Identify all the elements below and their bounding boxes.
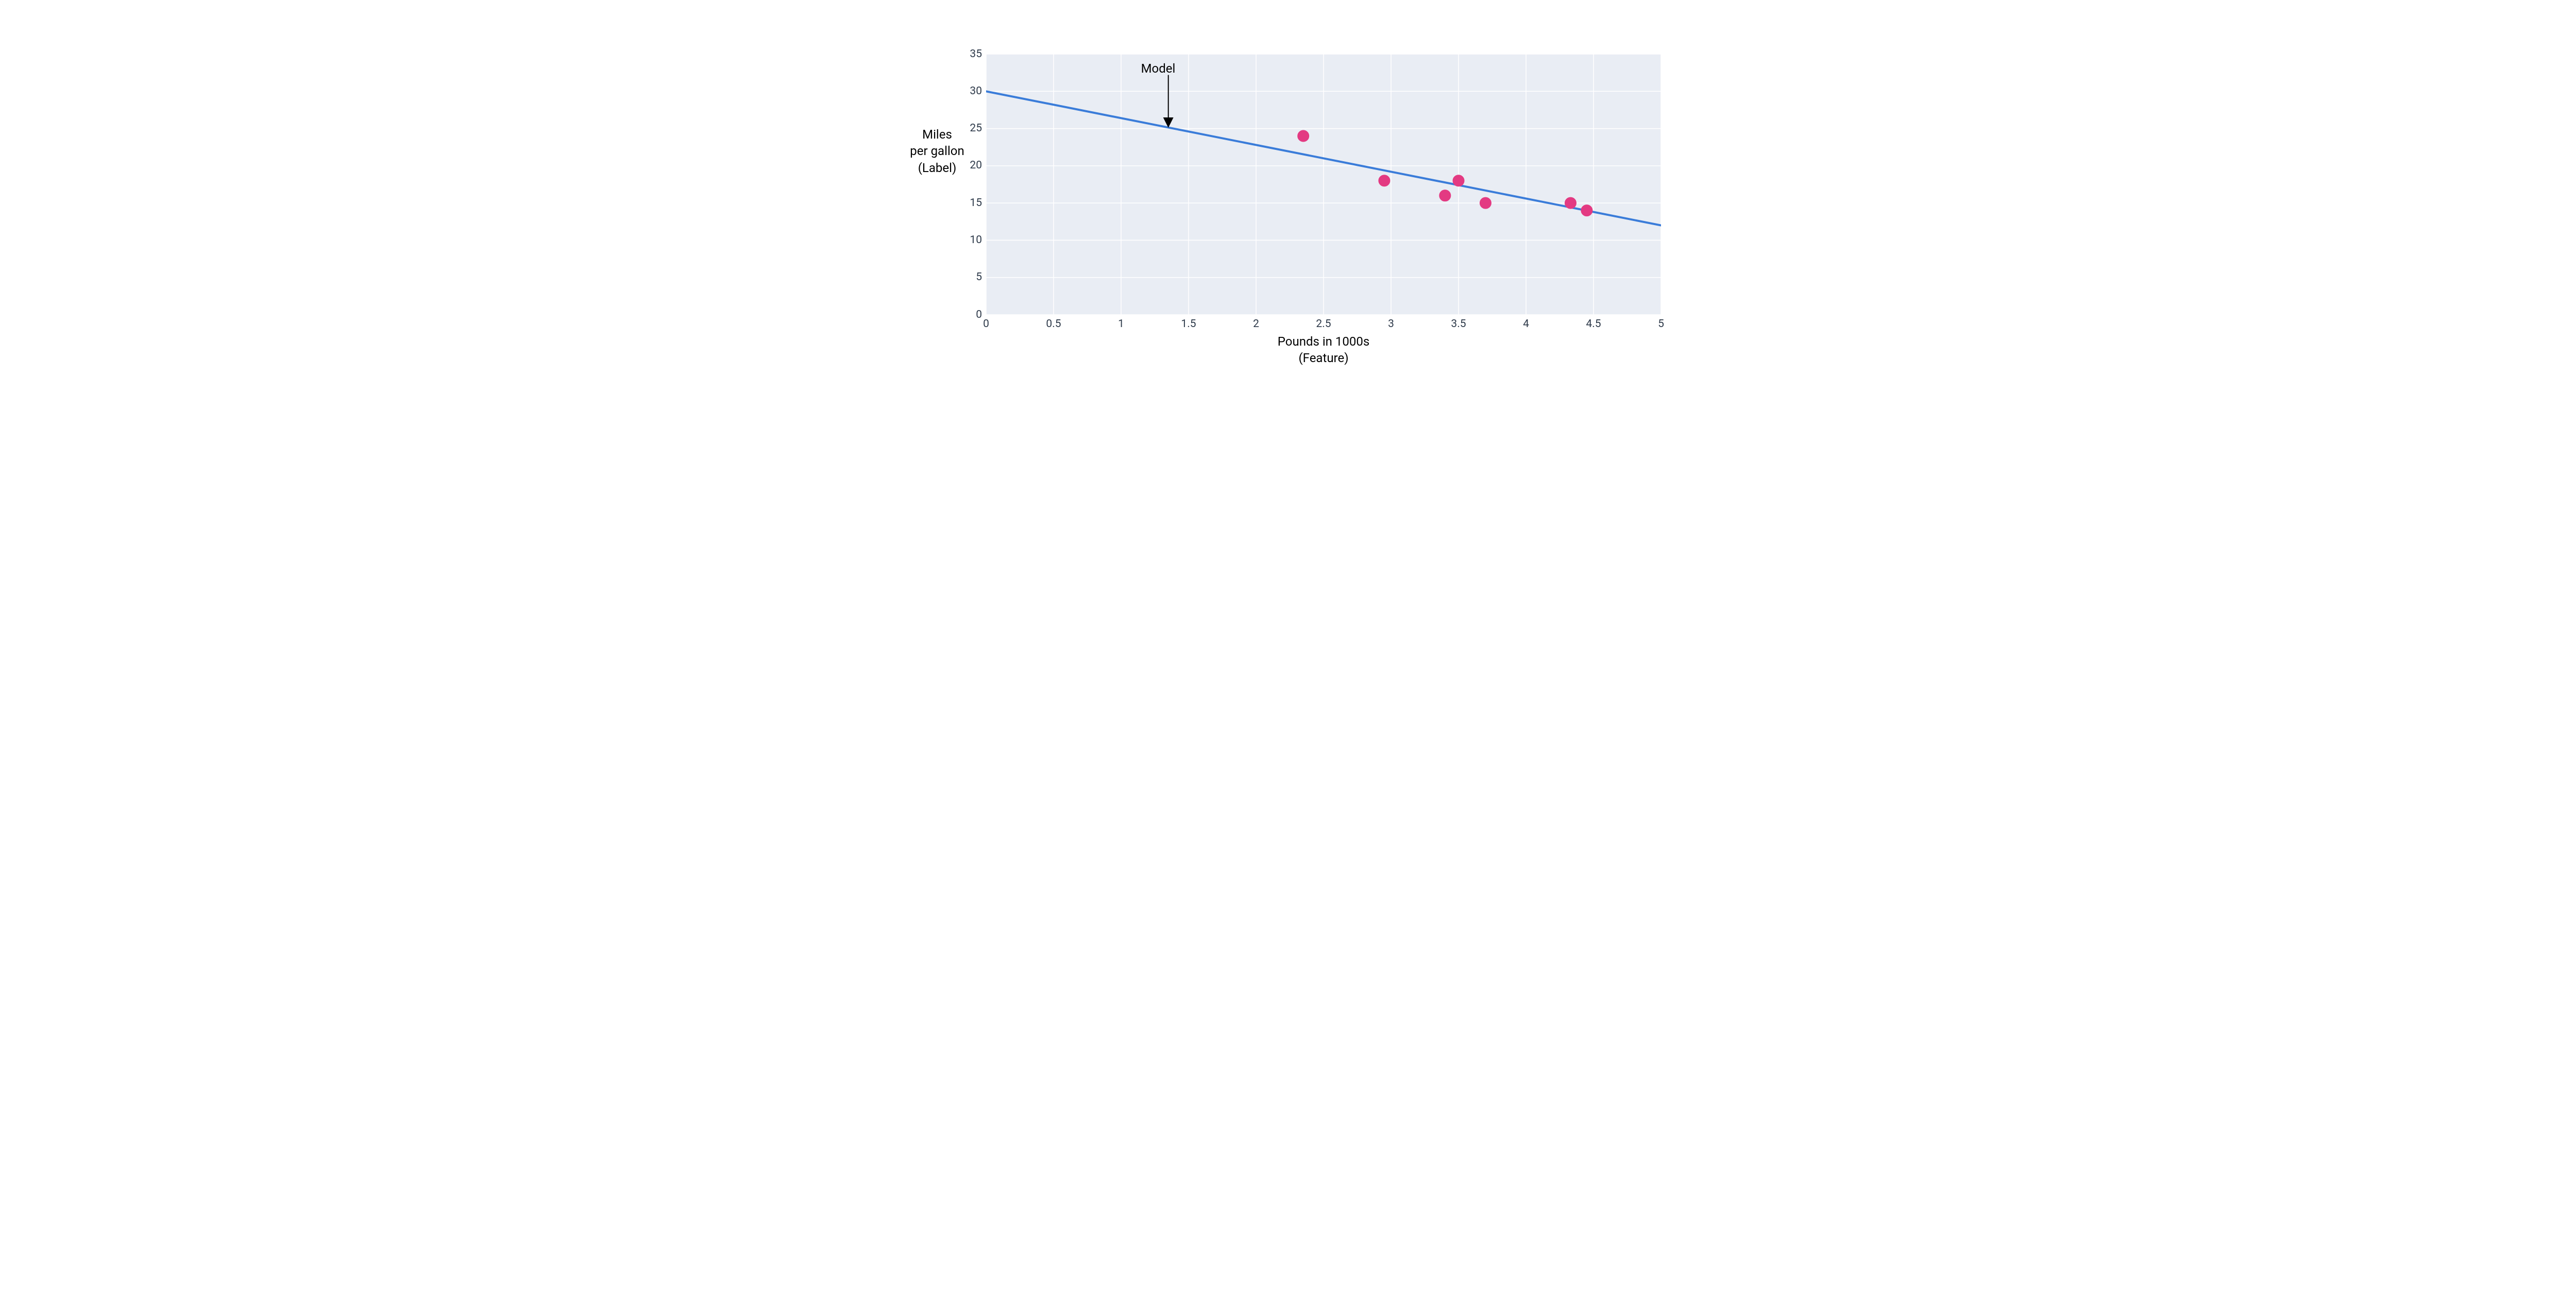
data-point: [1298, 130, 1309, 142]
y-tick-label: 15: [970, 197, 982, 209]
x-tick-label: 3: [1376, 318, 1406, 330]
chart-container: Miles per gallon (Label) 05101520253035 …: [880, 0, 1696, 389]
x-tick-label: 2.5: [1308, 318, 1339, 330]
y-tick-label: 25: [970, 122, 982, 134]
y-axis-label: Miles per gallon (Label): [896, 126, 978, 176]
x-axis-label-line1: Pounds in 1000s: [1246, 333, 1401, 350]
y-axis-label-line3: (Label): [896, 160, 978, 176]
y-tick-label: 5: [976, 271, 982, 283]
x-axis-label: Pounds in 1000s (Feature): [1246, 333, 1401, 367]
data-point: [1453, 175, 1464, 186]
data-point: [1565, 197, 1576, 209]
plot-area: [986, 54, 1661, 315]
plot-svg: [986, 54, 1661, 315]
x-tick-label: 4: [1511, 318, 1541, 330]
x-tick-label: 0.5: [1038, 318, 1069, 330]
x-tick-label: 4.5: [1578, 318, 1609, 330]
data-point: [1581, 205, 1592, 216]
y-axis-label-line2: per gallon: [896, 143, 978, 159]
x-axis-label-line2: (Feature): [1246, 350, 1401, 366]
y-tick-label: 30: [970, 85, 982, 97]
y-tick-label: 10: [970, 234, 982, 246]
y-tick-label: 20: [970, 159, 982, 172]
data-point: [1439, 190, 1451, 201]
x-tick-label: 2: [1241, 318, 1272, 330]
y-axis-label-line1: Miles: [896, 126, 978, 143]
x-tick-label: 3.5: [1443, 318, 1474, 330]
x-tick-label: 1.5: [1173, 318, 1204, 330]
data-point: [1480, 197, 1491, 209]
data-point: [1379, 175, 1390, 186]
x-tick-label: 0: [971, 318, 1002, 330]
y-tick-label: 35: [970, 48, 982, 60]
x-tick-label: 5: [1646, 318, 1676, 330]
model-annotation-label: Model: [1141, 61, 1176, 76]
x-tick-label: 1: [1106, 318, 1137, 330]
